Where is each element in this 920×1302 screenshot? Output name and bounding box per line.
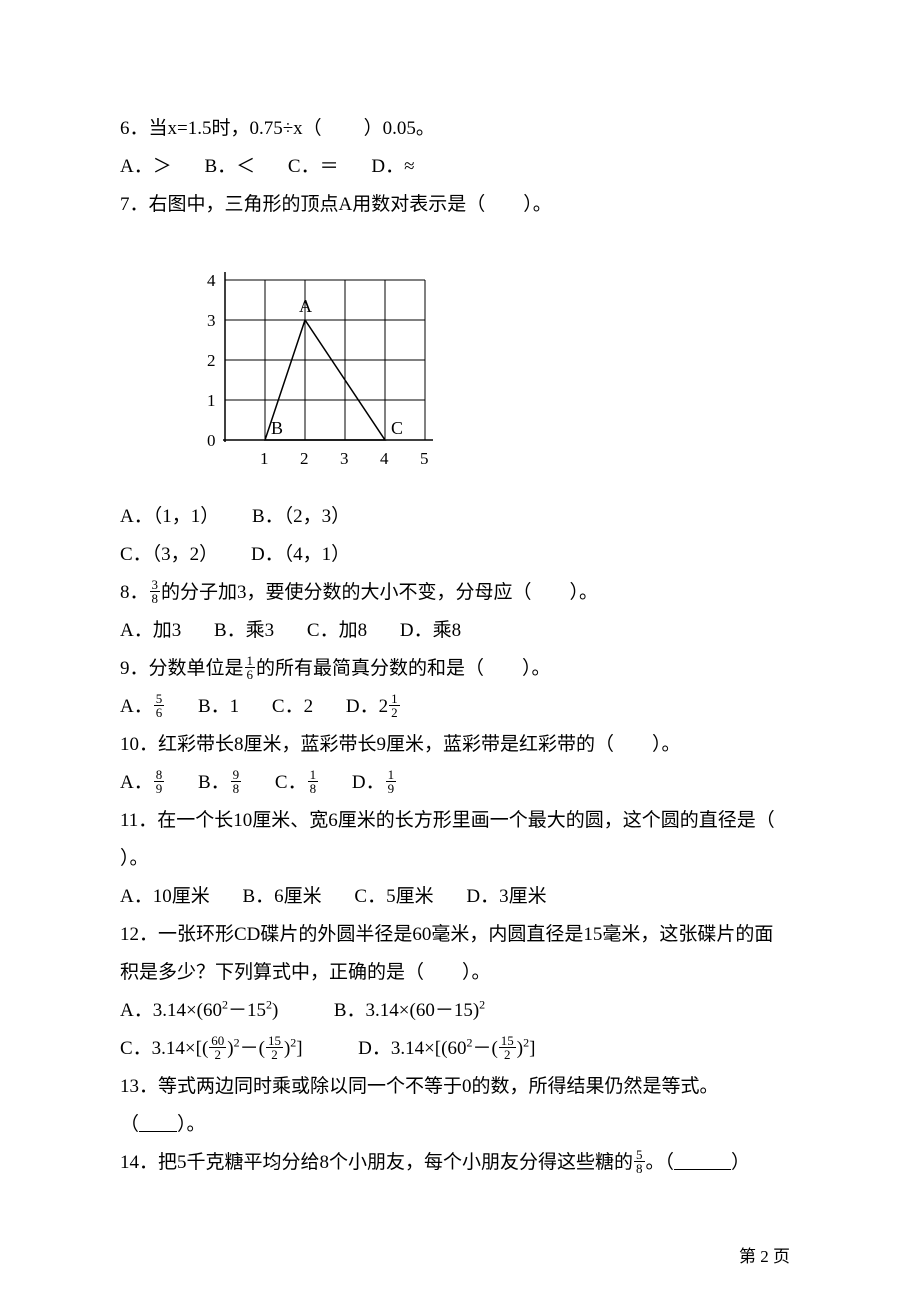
q14-post-a: 。（: [646, 1152, 675, 1173]
q14-fraction: 58: [634, 1148, 645, 1175]
q12-opt-b-1: B．3.14×(60－15): [334, 1000, 479, 1021]
svg-text:2: 2: [300, 449, 309, 468]
q12-options-row1: A．3.14×(602－152) B．3.14×(60－15)2: [120, 992, 800, 1030]
q12-line2: 积是多少？下列算式中，正确的是（ ）。: [120, 954, 800, 992]
q6-opt-d: D．≈: [371, 156, 414, 177]
q6-text-b: ）0.05。: [364, 118, 435, 139]
q7-opt-c: C．（3，2）: [120, 544, 218, 565]
q11-opt-b: B．6厘米: [242, 886, 321, 907]
q10-opt-c-frac: 18: [308, 768, 319, 795]
q8-options: A．加3 B．乘3 C．加8 D．乘8: [120, 612, 800, 650]
q9-opt-a-pre: A．: [120, 696, 153, 717]
q12-opt-c-3: －(: [240, 1038, 265, 1059]
q11-line2: ）。: [120, 840, 800, 878]
q12-opt-c-f1: 602: [209, 1034, 226, 1061]
svg-text:3: 3: [340, 449, 349, 468]
q13-paren-open: （: [120, 1114, 139, 1135]
q9-opt-a-frac: 56: [154, 692, 165, 719]
q9-opt-c: C．2: [272, 696, 313, 717]
q12-line1: 12．一张环形CD碟片的外圆半径是60毫米，内圆直径是15毫米，这张碟片的面: [120, 916, 800, 954]
coordinate-grid-svg: 0 1 2 3 4 1 2 3 4 5 A B C: [170, 230, 460, 480]
q11-options: A．10厘米 B．6厘米 C．5厘米 D．3厘米: [120, 878, 800, 916]
q12-opt-d-2: －(: [472, 1038, 497, 1059]
q12-opt-a-1: A．3.14×(60: [120, 1000, 222, 1021]
q6-opt-b: B．＜: [204, 156, 255, 177]
q9-stem: 9．分数单位是16的所有最简真分数的和是（ ）。: [120, 650, 800, 688]
svg-text:2: 2: [207, 351, 216, 370]
svg-text:B: B: [271, 418, 283, 438]
q7-options-row2: C．（3，2） D．（4，1）: [120, 536, 800, 574]
q13-line1: 13．等式两边同时乘或除以同一个不等于0的数，所得结果仍然是等式。: [120, 1068, 800, 1106]
q8-opt-b: B．乘3: [214, 620, 274, 641]
svg-text:3: 3: [207, 311, 216, 330]
q8-stem: 8．38的分子加3，要使分数的大小不变，分母应（ ）。: [120, 574, 800, 612]
q9-fraction: 16: [245, 654, 256, 681]
q12-opt-d-f: 152: [499, 1034, 516, 1061]
q13-paren-close: ）。: [177, 1114, 206, 1135]
q11-opt-d: D．3厘米: [466, 886, 546, 907]
svg-text:0: 0: [207, 431, 216, 450]
q8-pre: 8．: [120, 582, 149, 603]
q7-opt-b: B．（2，3）: [252, 506, 350, 527]
q11-line1: 11．在一个长10厘米、宽6厘米的长方形里画一个最大的圆，这个圆的直径是（: [120, 802, 800, 840]
svg-text:A: A: [299, 296, 312, 316]
q8-opt-a: A．加3: [120, 620, 181, 641]
q13-blank: [139, 1114, 177, 1135]
q7-graph: 0 1 2 3 4 1 2 3 4 5 A B C: [170, 230, 800, 494]
q8-post: 的分子加3，要使分数的大小不变，分母应（ ）。: [161, 582, 598, 603]
q14-pre: 14．把5千克糖平均分给8个小朋友，每个小朋友分得这些糖的: [120, 1152, 633, 1173]
svg-text:5: 5: [420, 449, 429, 468]
q10-options: A．89 B．98 C．18 D．19: [120, 764, 800, 802]
q8-opt-c: C．加8: [307, 620, 367, 641]
svg-text:C: C: [391, 418, 403, 438]
q9-options: A．56 B．1 C．2 D．212: [120, 688, 800, 726]
page-footer: 第 2 页: [739, 1240, 790, 1274]
q9-post: 的所有最简真分数的和是（ ）。: [256, 658, 551, 679]
q8-opt-d: D．乘8: [400, 620, 461, 641]
q10-opt-b-pre: B．: [198, 772, 230, 793]
svg-text:4: 4: [380, 449, 389, 468]
q10-opt-d-frac: 19: [386, 768, 397, 795]
q11-opt-a: A．10厘米: [120, 886, 210, 907]
q7-opt-a: A．（1，1）: [120, 506, 219, 527]
q8-fraction: 38: [150, 578, 161, 605]
q6-stem: 6．当x=1.5时，0.75÷x（ ）0.05。: [120, 110, 800, 148]
q14-blank: [674, 1152, 731, 1173]
q10-stem: 10．红彩带长8厘米，蓝彩带长9厘米，蓝彩带是红彩带的（ ）。: [120, 726, 800, 764]
q12-opt-d-4: ]: [529, 1038, 535, 1059]
q12-opt-a-3: ): [272, 1000, 278, 1021]
q9-opt-d-pre: D．2: [346, 696, 388, 717]
q6-options: A．＞ B．＜ C．＝ D．≈: [120, 148, 800, 186]
q10-opt-d-pre: D．: [352, 772, 385, 793]
q6-opt-c: C．＝: [288, 156, 339, 177]
q13-line2: （ ）。: [120, 1106, 800, 1144]
svg-text:1: 1: [260, 449, 269, 468]
q12-opt-c-1: C．3.14×[(: [120, 1038, 208, 1059]
svg-text:4: 4: [207, 271, 216, 290]
q10-opt-c-pre: C．: [275, 772, 307, 793]
q12-opt-c-5: ]: [296, 1038, 302, 1059]
q7-opt-d: D．（4，1）: [251, 544, 350, 565]
q6-text-a: 6．当x=1.5时，0.75÷x（: [120, 118, 322, 139]
q11-opt-c: C．5厘米: [354, 886, 433, 907]
q14-stem: 14．把5千克糖平均分给8个小朋友，每个小朋友分得这些糖的58。（ ）: [120, 1144, 800, 1182]
q10-opt-a-frac: 89: [154, 768, 165, 795]
q6-opt-a: A．＞: [120, 156, 172, 177]
q14-post-b: ）: [731, 1152, 750, 1173]
q9-opt-b: B．1: [198, 696, 239, 717]
q7-options-row1: A．（1，1） B．（2，3）: [120, 498, 800, 536]
svg-text:1: 1: [207, 391, 216, 410]
q10-opt-a-pre: A．: [120, 772, 153, 793]
q9-pre: 9．分数单位是: [120, 658, 244, 679]
q9-opt-d-frac: 12: [389, 692, 400, 719]
q12-opt-d-1: D．3.14×[(60: [358, 1038, 466, 1059]
q7-stem: 7．右图中，三角形的顶点A用数对表示是（ ）。: [120, 186, 800, 224]
q10-opt-b-frac: 98: [231, 768, 242, 795]
q12-opt-c-f2: 152: [266, 1034, 283, 1061]
q12-options-row2: C．3.14×[(602)2－(152)2] D．3.14×[(602－(152…: [120, 1030, 800, 1068]
q12-opt-a-2: －15: [228, 1000, 266, 1021]
